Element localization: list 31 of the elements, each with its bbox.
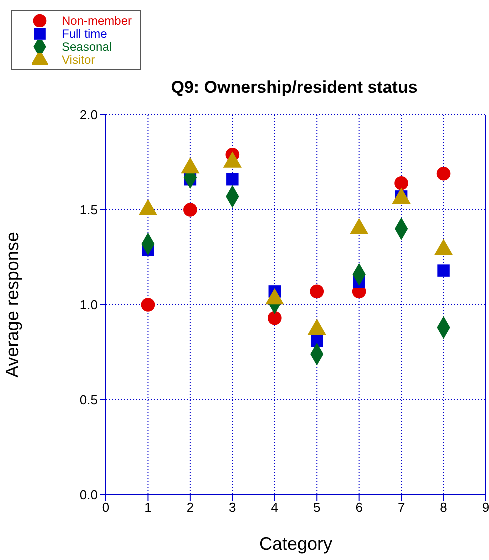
point <box>310 334 324 348</box>
x-tick-label: 1 <box>144 500 152 516</box>
point <box>394 176 408 190</box>
x-tick-label: 4 <box>271 500 279 516</box>
y-tick-label: 1.0 <box>80 298 98 313</box>
legend-label: Visitor <box>62 52 96 66</box>
x-tick-label: 5 <box>313 500 321 516</box>
point <box>438 264 450 277</box>
point <box>184 203 198 217</box>
x-tick-label: 9 <box>482 500 489 516</box>
x-tick-label: 8 <box>440 500 448 516</box>
x-tick-label: 6 <box>356 500 363 516</box>
legend-label: Seasonal <box>62 40 112 54</box>
y-tick-label: 2.0 <box>80 108 98 123</box>
x-axis-title: Category <box>259 534 333 554</box>
x-tick-label: 7 <box>398 500 406 516</box>
point <box>226 173 239 186</box>
legend-label: Non-member <box>62 14 132 28</box>
y-tick-label: 0.5 <box>80 392 98 408</box>
x-tick-label: 3 <box>229 500 236 516</box>
y-tick-label: 0.0 <box>80 488 98 503</box>
x-tick-label: 0 <box>102 500 110 516</box>
point <box>268 311 282 326</box>
chart-title: Q9: Ownership/resident status <box>170 78 419 98</box>
point <box>310 284 324 299</box>
y-tick-label: 1.5 <box>80 202 98 218</box>
point <box>436 167 451 181</box>
point <box>141 298 156 312</box>
x-tick-label: 2 <box>186 500 194 516</box>
y-axis-title: Average response <box>2 232 22 378</box>
legend-label: Full time <box>62 26 108 40</box>
